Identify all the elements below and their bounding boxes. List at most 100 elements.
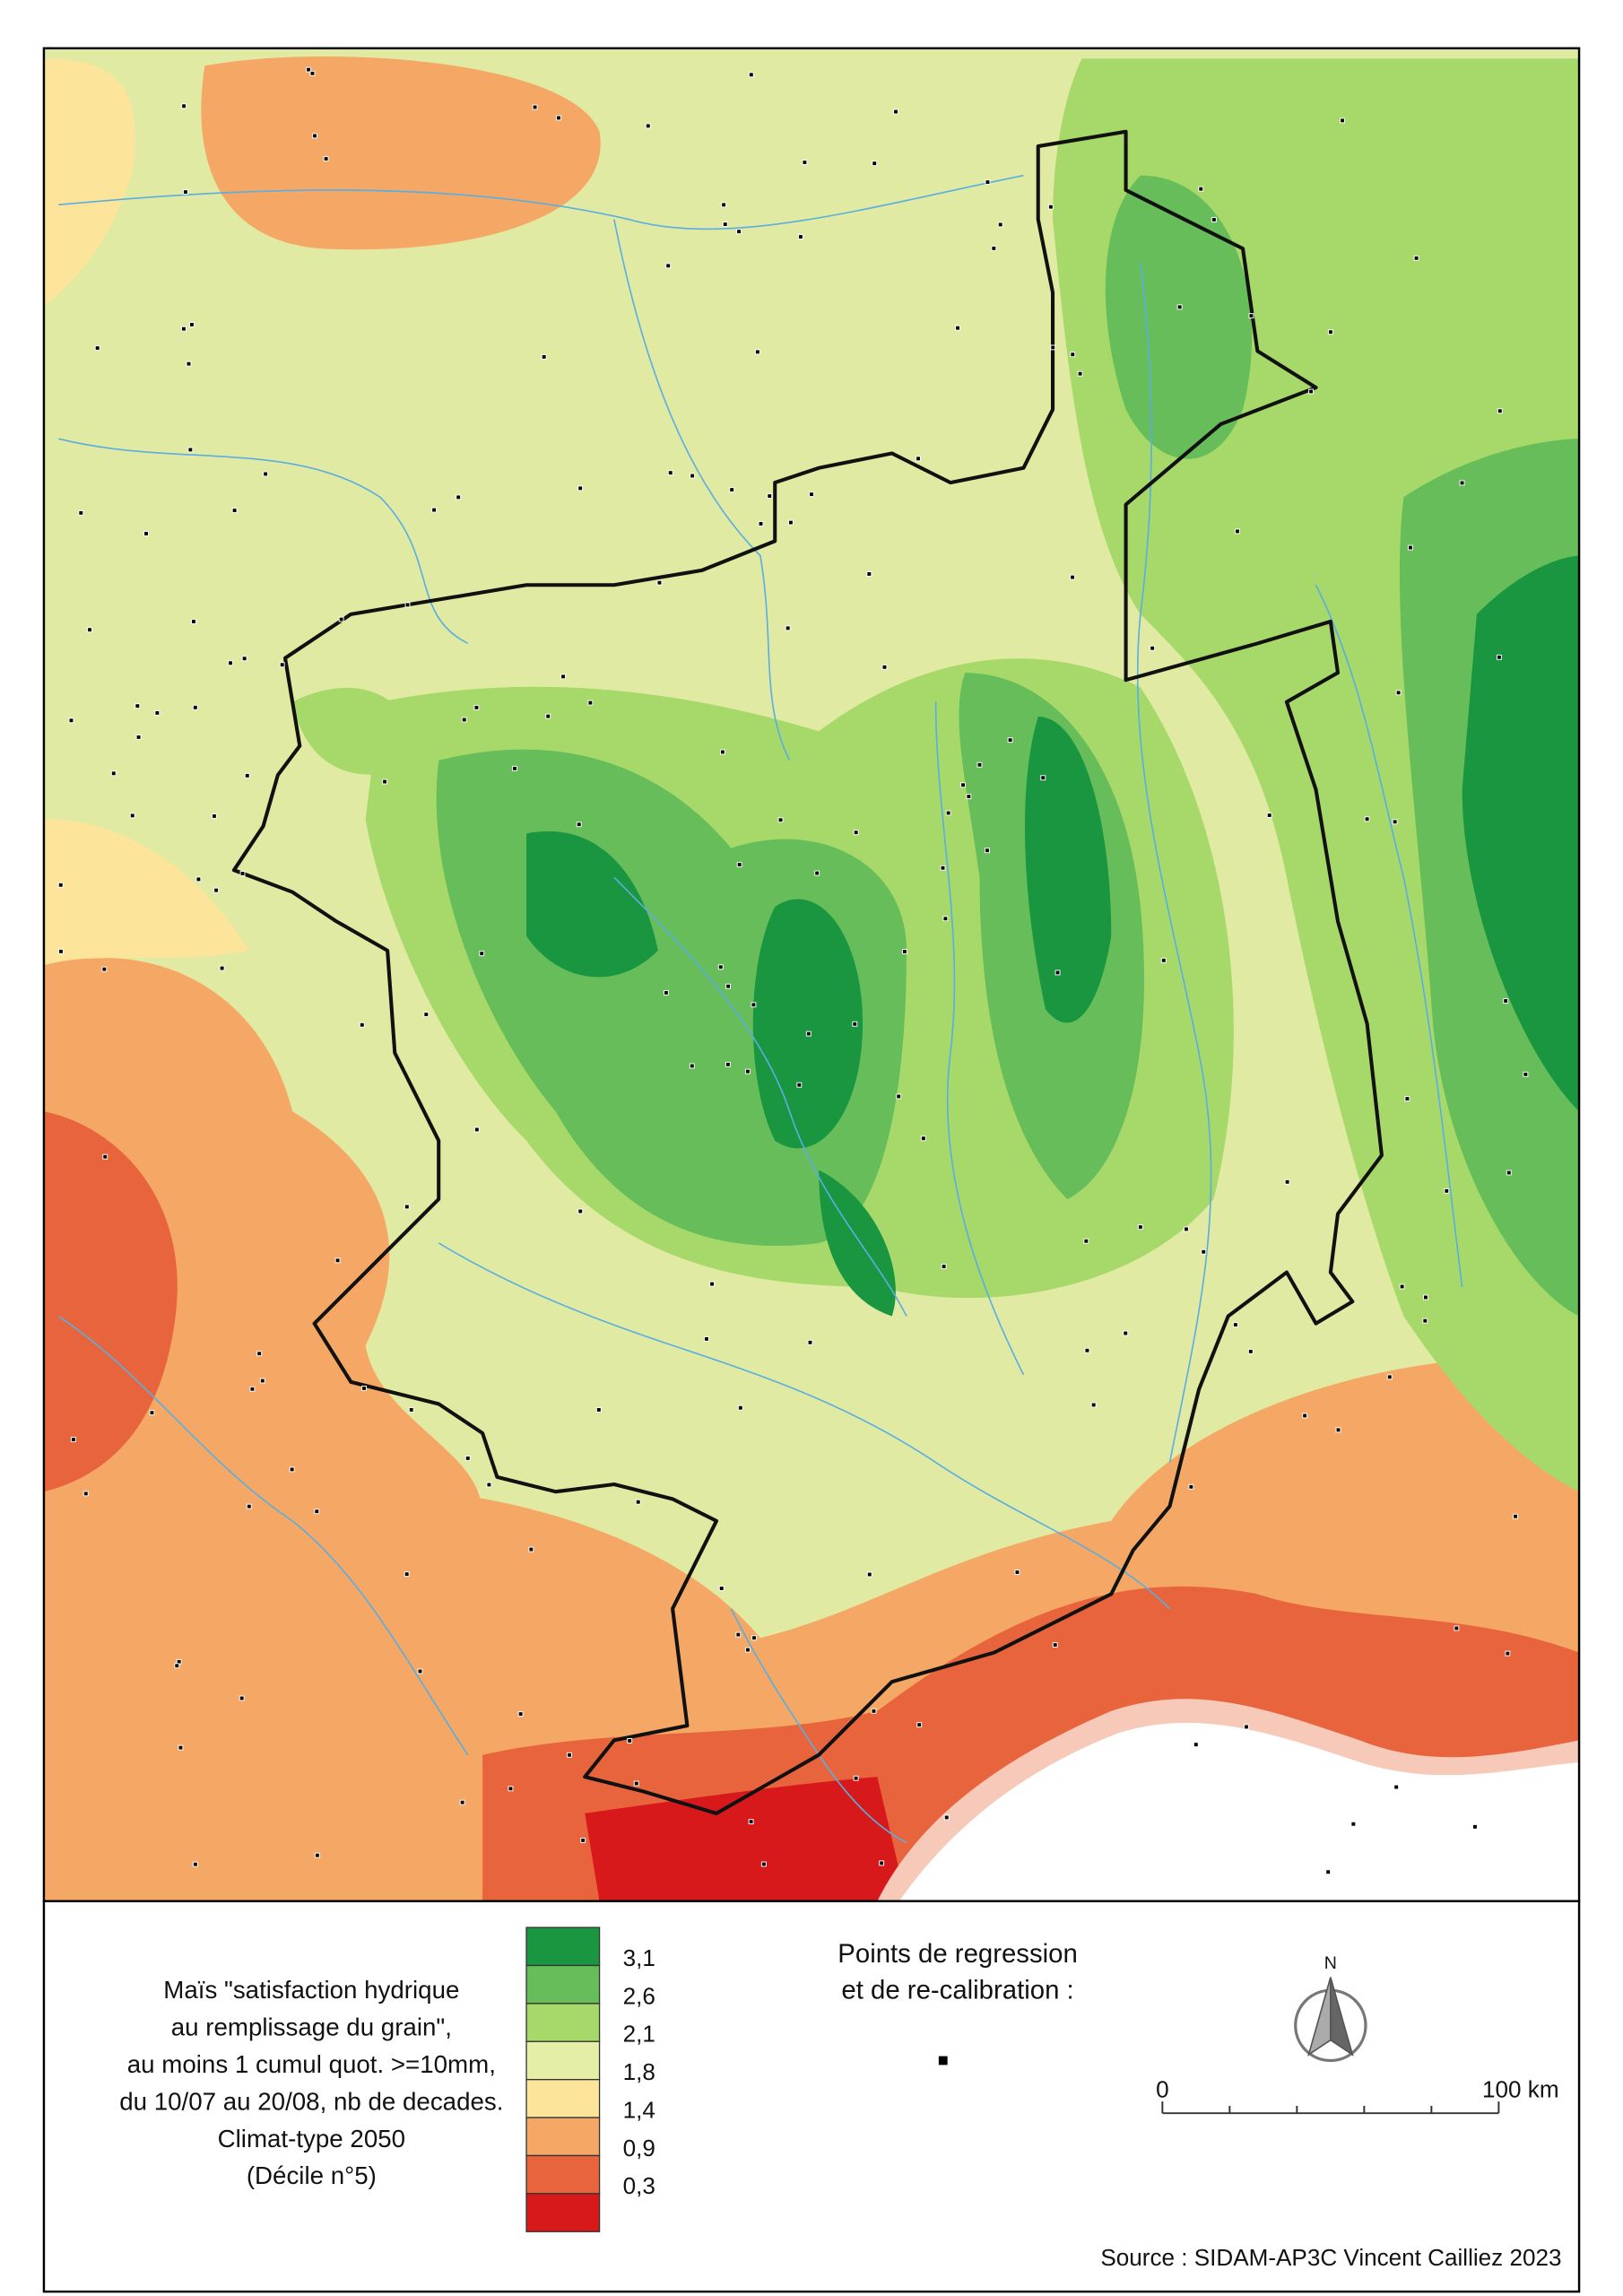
legend-break: 1,8 xyxy=(623,2058,655,2085)
regression-point xyxy=(306,66,312,73)
north-label: N xyxy=(1324,1953,1337,1973)
regression-point xyxy=(893,109,898,115)
regression-point xyxy=(1423,1294,1428,1300)
regression-point xyxy=(955,325,960,331)
regression-point xyxy=(966,794,972,800)
regression-point xyxy=(1422,1318,1428,1324)
regression-point xyxy=(431,507,438,513)
regression-point xyxy=(985,848,990,854)
regression-point xyxy=(512,765,517,771)
regression-point xyxy=(807,1339,813,1345)
regression-point xyxy=(1454,1625,1460,1631)
legend-swatch xyxy=(525,2193,601,2232)
regression-point xyxy=(219,965,225,971)
legend-break: 0,9 xyxy=(623,2135,655,2161)
regression-point xyxy=(871,1708,877,1714)
regression-point xyxy=(408,1406,414,1413)
regression-point xyxy=(1399,1283,1405,1290)
regression-point xyxy=(259,1378,265,1384)
legend-title: au remplissage du grain", xyxy=(171,2013,452,2041)
regression-point xyxy=(718,1586,725,1591)
regression-point xyxy=(942,916,949,922)
regression-point xyxy=(767,493,773,500)
regression-point xyxy=(417,1668,423,1674)
regression-point xyxy=(866,1571,872,1578)
regression-point xyxy=(1513,1513,1518,1519)
regression-point xyxy=(736,229,742,235)
regression-point xyxy=(1472,1823,1478,1830)
regression-point xyxy=(94,345,100,352)
regression-point xyxy=(1083,1238,1089,1244)
regression-point xyxy=(1340,117,1346,124)
regression-point xyxy=(545,713,551,719)
regression-point xyxy=(729,487,735,493)
regression-point xyxy=(178,1744,184,1751)
regression-point xyxy=(690,473,696,479)
regression-point xyxy=(101,966,108,972)
regression-point xyxy=(244,772,250,778)
regression-point xyxy=(263,471,269,477)
regression-point xyxy=(57,882,64,888)
map xyxy=(42,47,1581,1902)
regression-point xyxy=(635,1499,641,1505)
regression-point xyxy=(1183,1226,1189,1232)
regression-point xyxy=(943,1814,950,1821)
regression-point xyxy=(1408,544,1413,551)
regression-point xyxy=(312,133,317,139)
regression-point xyxy=(1244,1724,1249,1730)
regression-point xyxy=(853,830,859,836)
regression-point xyxy=(135,735,142,740)
scale-end: 100 km xyxy=(1482,2076,1559,2103)
regression-point xyxy=(1505,1650,1511,1657)
regression-point xyxy=(532,104,538,110)
regression-point xyxy=(595,1406,602,1413)
regression-point xyxy=(195,876,202,883)
regression-point xyxy=(249,1386,256,1392)
regression-point xyxy=(725,983,732,989)
regression-point xyxy=(528,1546,534,1552)
legend-title: au moins 1 cumul quot. >=10mm, xyxy=(127,2050,496,2078)
regression-point xyxy=(1247,1348,1254,1354)
regression-point xyxy=(945,810,951,816)
legend-swatch xyxy=(525,2003,601,2042)
regression-point xyxy=(129,813,135,819)
regression-point xyxy=(627,1737,633,1744)
regression-point xyxy=(508,1786,514,1792)
regression-point xyxy=(665,263,672,269)
regression-point xyxy=(1007,737,1013,744)
regression-point xyxy=(717,964,724,970)
regression-point xyxy=(1506,1170,1512,1176)
regression-point xyxy=(689,1063,695,1069)
regression-point xyxy=(814,870,820,876)
regression-point xyxy=(404,1571,410,1578)
regression-point xyxy=(192,1861,198,1867)
regression-point xyxy=(486,1482,492,1488)
legend-swatch xyxy=(525,1926,601,1967)
points-title: Points de regression xyxy=(838,1939,1078,1969)
regression-point xyxy=(852,1021,858,1027)
regression-point xyxy=(555,115,561,121)
regression-point xyxy=(1050,344,1056,351)
regression-point xyxy=(1077,370,1083,377)
legend-break: 2,1 xyxy=(623,2021,655,2048)
regression-point xyxy=(709,1281,715,1287)
regression-point xyxy=(1052,1642,1058,1648)
legend-title: du 10/07 au 20/08, nb de decades. xyxy=(119,2087,503,2115)
regression-point xyxy=(182,189,188,196)
scale-bar: 0 100 km xyxy=(1156,2076,1559,2115)
regression-point xyxy=(78,509,84,516)
legend-swatch xyxy=(525,1964,601,2005)
regression-point xyxy=(382,778,387,785)
regression-point xyxy=(916,1722,923,1728)
regression-point xyxy=(577,1208,584,1214)
regression-point xyxy=(1302,1413,1308,1419)
regression-point xyxy=(149,1410,155,1416)
regression-point xyxy=(174,1663,180,1669)
regression-point xyxy=(960,782,966,788)
regression-point xyxy=(1335,1427,1341,1433)
regression-point xyxy=(722,222,728,228)
legend-panel xyxy=(42,1900,1581,2293)
regression-point xyxy=(1350,1821,1357,1827)
regression-point xyxy=(577,485,584,491)
legend-swatch xyxy=(525,2154,601,2195)
